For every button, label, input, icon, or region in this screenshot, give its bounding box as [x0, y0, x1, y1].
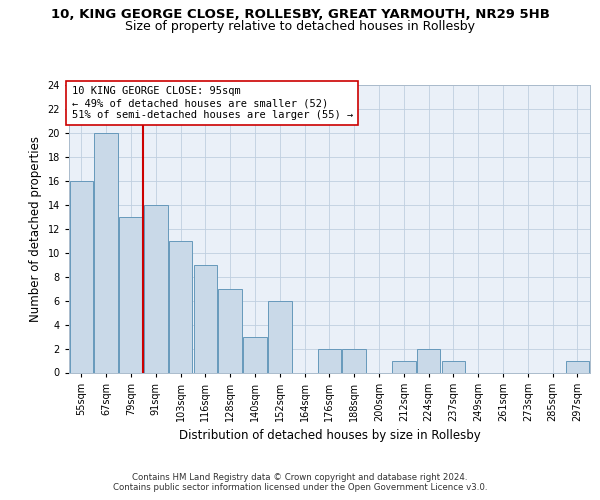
- Bar: [243, 336, 267, 372]
- Bar: [268, 300, 292, 372]
- Bar: [392, 360, 416, 372]
- Bar: [94, 133, 118, 372]
- Text: Contains HM Land Registry data © Crown copyright and database right 2024.
Contai: Contains HM Land Registry data © Crown c…: [113, 473, 487, 492]
- Bar: [317, 348, 341, 372]
- Bar: [442, 360, 465, 372]
- Bar: [194, 264, 217, 372]
- Text: 10, KING GEORGE CLOSE, ROLLESBY, GREAT YARMOUTH, NR29 5HB: 10, KING GEORGE CLOSE, ROLLESBY, GREAT Y…: [50, 8, 550, 20]
- Bar: [169, 240, 193, 372]
- X-axis label: Distribution of detached houses by size in Rollesby: Distribution of detached houses by size …: [179, 429, 480, 442]
- Text: Size of property relative to detached houses in Rollesby: Size of property relative to detached ho…: [125, 20, 475, 33]
- Bar: [566, 360, 589, 372]
- Text: 10 KING GEORGE CLOSE: 95sqm
← 49% of detached houses are smaller (52)
51% of sem: 10 KING GEORGE CLOSE: 95sqm ← 49% of det…: [71, 86, 353, 120]
- Bar: [119, 217, 143, 372]
- Bar: [417, 348, 440, 372]
- Bar: [218, 288, 242, 372]
- Y-axis label: Number of detached properties: Number of detached properties: [29, 136, 42, 322]
- Bar: [144, 205, 167, 372]
- Bar: [70, 181, 93, 372]
- Bar: [343, 348, 366, 372]
